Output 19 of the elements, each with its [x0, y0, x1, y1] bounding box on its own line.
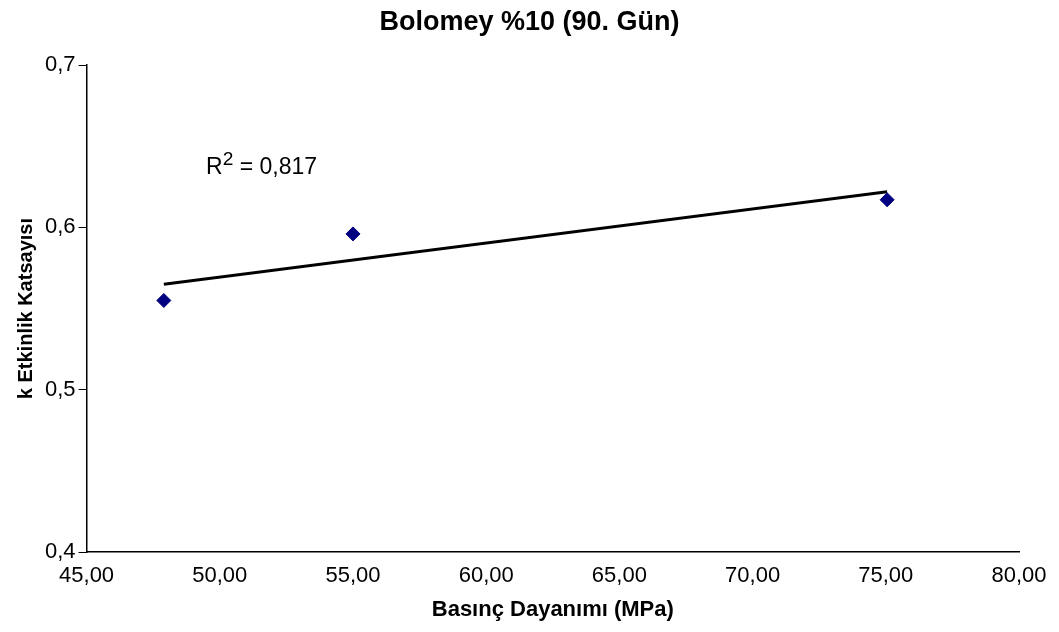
point	[345, 226, 361, 242]
y-axis-title: k Etkinlik Katsayısı	[13, 218, 36, 400]
x-tick-label: 65,00	[591, 562, 647, 588]
x-tick-label: 70,00	[725, 562, 781, 588]
point	[156, 292, 172, 308]
x-tick-label: 50,00	[192, 562, 248, 588]
y-tick-label: 0,7	[44, 51, 76, 77]
y-tick-label: 0,4	[44, 538, 76, 564]
y-tick-label: 0,5	[44, 375, 76, 401]
x-tick-label: 45,00	[59, 562, 115, 588]
x-tick-label: 55,00	[325, 562, 381, 588]
x-tick-label: 80,00	[991, 562, 1047, 588]
chart-title: Bolomey %10 (90. Gün)	[378, 6, 681, 37]
annotation: R$^{2}$ = 0,817	[206, 148, 318, 180]
x-axis-title: Basınç Dayanımı (MPa)	[431, 595, 674, 621]
y-tick-label: 0,6	[44, 213, 76, 239]
point	[879, 192, 895, 208]
x-tick-label: 75,00	[858, 562, 914, 588]
x-tick-label: 60,00	[458, 562, 514, 588]
